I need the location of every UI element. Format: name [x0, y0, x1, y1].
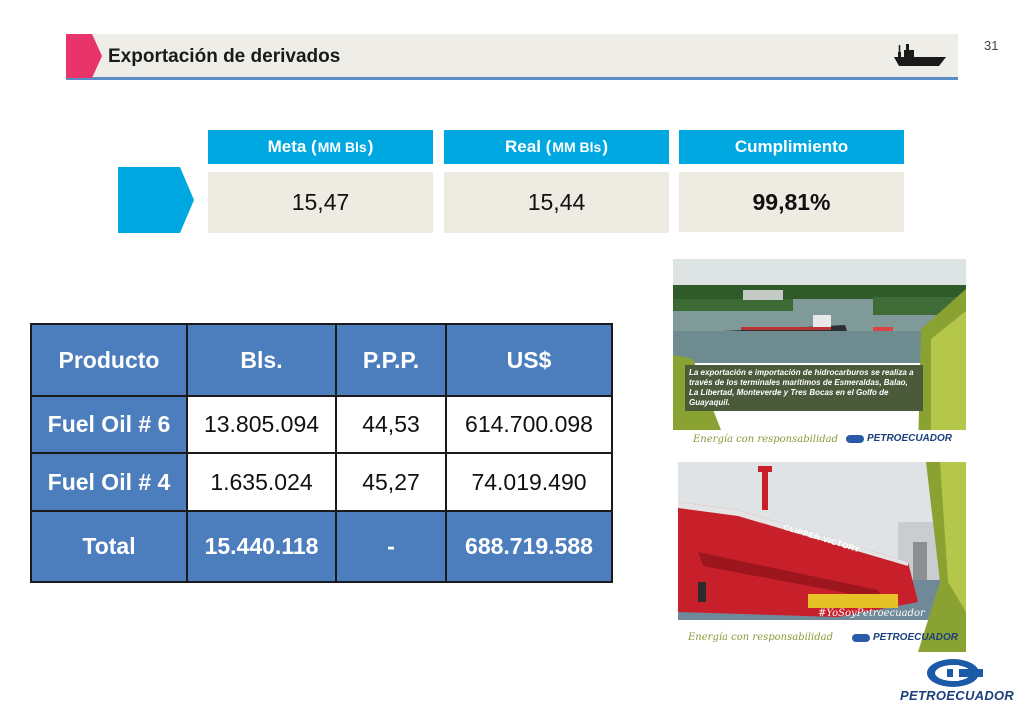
ship-icon	[894, 44, 946, 66]
col-header-producto: Producto	[30, 323, 188, 397]
card1-overlay-text: La exportación e importación de hidrocar…	[685, 365, 923, 411]
kpi-chevron-icon	[118, 167, 194, 233]
cell-ppp: 44,53	[335, 395, 447, 454]
petroecuador-logo-icon	[852, 633, 870, 642]
river-terminal-photo	[673, 259, 966, 450]
cell-usd: 74.019.490	[445, 452, 613, 512]
table-row: Fuel Oil # 6 13.805.094 44,53 614.700.09…	[30, 395, 613, 454]
petroecuador-logo	[927, 659, 983, 687]
exports-table: Producto Bls. P.P.P. US$ Fuel Oil # 6 13…	[30, 323, 613, 583]
cell-total-label: Total	[30, 510, 188, 583]
cell-ppp: 45,27	[335, 452, 447, 512]
col-header-usd: US$	[445, 323, 613, 397]
cell-usd: 614.700.098	[445, 395, 613, 454]
card2-slogan: Energía con responsabilidad	[688, 632, 833, 643]
card1-logo: PETROECUADOR	[846, 433, 952, 444]
card2-logo-text: PETROECUADOR	[873, 632, 959, 643]
cell-bls: 13.805.094	[186, 395, 337, 454]
footer-logo-text: PETROECUADOR	[900, 688, 1015, 703]
card2-logo: PETROECUADOR	[852, 632, 958, 643]
kpi-real-header: Real (MM Bls)	[444, 130, 669, 164]
kpi-real-value: 15,44	[444, 172, 669, 233]
table-header-row: Producto Bls. P.P.P. US$	[30, 323, 613, 397]
header-chevron-icon	[66, 34, 102, 78]
cell-producto: Fuel Oil # 4	[30, 452, 188, 512]
card1-logo-text: PETROECUADOR	[867, 433, 953, 444]
petroecuador-logo-icon	[846, 434, 864, 443]
kpi-meta-header: Meta (MM Bls)	[208, 130, 433, 164]
cell-total-bls: 15.440.118	[186, 510, 337, 583]
cell-bls: 1.635.024	[186, 452, 337, 512]
header-bar	[66, 34, 958, 80]
col-header-ppp: P.P.P.	[335, 323, 447, 397]
card1-slogan: Energía con responsabilidad	[693, 434, 838, 445]
table-total-row: Total 15.440.118 - 688.719.588	[30, 510, 613, 583]
kpi-cumplimiento-value: 99,81%	[679, 172, 904, 232]
col-header-bls: Bls.	[186, 323, 337, 397]
cell-producto: Fuel Oil # 6	[30, 395, 188, 454]
terminal-photo-card: La exportación e importación de hidrocar…	[673, 259, 966, 450]
page-number: 31	[984, 38, 999, 53]
card1-caption-strip	[673, 430, 966, 450]
cell-total-usd: 688.719.588	[445, 510, 613, 583]
tanker-photo-card: CLIPPER VICTORY #YoSoyPetroecuador Energ…	[678, 462, 966, 652]
card2-hashtag: #YoSoyPetroecuador	[818, 608, 925, 619]
kpi-meta-value: 15,47	[208, 172, 433, 233]
cell-total-ppp: -	[335, 510, 447, 583]
page-title: Exportación de derivados	[108, 46, 341, 67]
kpi-cumplimiento-header: Cumplimiento	[679, 130, 904, 164]
table-row: Fuel Oil # 4 1.635.024 45,27 74.019.490	[30, 452, 613, 512]
tanker-ship-photo	[678, 462, 966, 652]
